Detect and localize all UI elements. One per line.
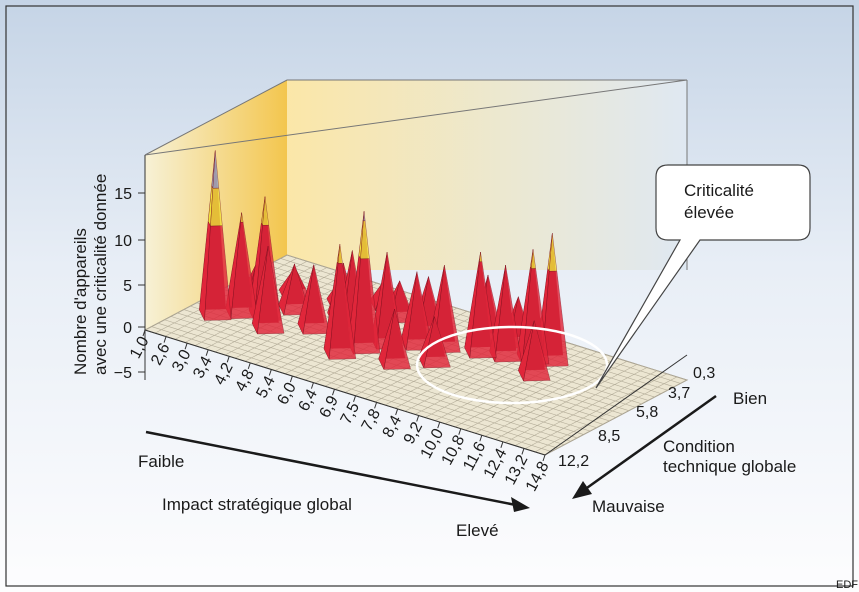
x-tick-mark (247, 362, 251, 370)
peak-band-right (494, 265, 522, 363)
callout-line1: Criticalité (684, 181, 754, 200)
floor-grid-line (151, 326, 552, 452)
z-tick-label: 0 (123, 320, 132, 337)
peak-band-right (302, 264, 330, 335)
x-tick-mark (500, 441, 504, 449)
credit-label: EDF (836, 579, 858, 591)
x-tick-mark (289, 375, 293, 383)
callout: Criticalité élevée (415, 164, 811, 405)
x-tick-mark (268, 369, 272, 376)
x-tick-mark (226, 356, 230, 363)
peak (400, 271, 434, 352)
peak-band-right (240, 212, 244, 223)
x-tick-mark (142, 329, 146, 337)
peak (251, 246, 285, 335)
y-tick-label: 8,5 (598, 428, 620, 445)
high-criticality-ellipse (415, 325, 609, 405)
x-tick-mark (184, 342, 188, 350)
peak-band-right (479, 252, 483, 262)
floor-grid-line (157, 322, 558, 449)
z-tick-label: 5 (123, 278, 132, 295)
x-tick-mark (437, 421, 441, 429)
peak-band-right (549, 233, 558, 272)
peak-band-right (262, 196, 269, 226)
peak-band-right (405, 271, 434, 351)
peaks-layer (199, 150, 569, 382)
x-tick-mark (416, 415, 420, 422)
y-axis-line (544, 354, 688, 456)
x-direction-arrow (145, 430, 517, 507)
y-good-label: Bien (733, 389, 767, 408)
x-arrowhead (511, 497, 530, 512)
x-tick-mark (310, 382, 314, 389)
wall-edges (144, 79, 688, 156)
peak-band-right (383, 309, 411, 370)
peak-band-right (531, 249, 536, 269)
peak-band-right (257, 246, 285, 335)
peak (278, 263, 311, 316)
y-tick-label: 0,3 (693, 365, 715, 382)
peak-band-right (433, 265, 461, 354)
peak (225, 212, 258, 320)
y-direction-arrow (583, 394, 717, 492)
peak (297, 264, 330, 335)
frame (5, 5, 854, 587)
x-tick-mark (331, 389, 335, 396)
z-tick-label: −5 (114, 365, 132, 382)
callout-line2: élevée (684, 203, 734, 222)
y-tick-label: 12,2 (558, 453, 589, 470)
floor-grid-line (170, 316, 571, 442)
back-wall (287, 80, 687, 270)
x-tick-mark (479, 435, 483, 442)
peak (518, 320, 551, 382)
z-axis-label-line2: avec une criticalité donnée (91, 174, 110, 375)
y-tick-label: 3,7 (668, 385, 690, 402)
x-tick-mark (395, 408, 399, 416)
x-axis-line (144, 329, 546, 456)
y-axis-label-line2: technique globale (663, 457, 796, 476)
x-axis-label: Impact stratégique global (162, 495, 352, 514)
callout-bubble (595, 164, 811, 389)
x-high-label: Elevé (456, 521, 499, 540)
y-tick-label: 5,8 (636, 404, 658, 421)
peak-band-right (337, 244, 343, 264)
y-arrowhead (572, 481, 592, 499)
y-axis: 0,3 3,7 5,8 8,5 12,2 Bien Condition tech… (544, 354, 796, 516)
x-low-label: Faible (138, 452, 184, 471)
z-axis: 15 10 5 0 −5 Nombre d'appareils avec une… (71, 155, 146, 382)
peak (323, 244, 357, 361)
y-bad-label: Mauvaise (592, 497, 665, 516)
floor-grid-line (261, 268, 662, 394)
peak-band-right (363, 211, 366, 222)
peak (464, 252, 497, 359)
z-axis-label-line1: Nombre d'appareils (71, 228, 90, 375)
peak (199, 150, 232, 322)
x-tick-mark (374, 402, 378, 409)
x-tick-mark (353, 395, 357, 402)
z-tick-label: 15 (114, 186, 132, 203)
z-tick-label: 10 (114, 233, 132, 250)
floor-grid-line (183, 309, 584, 435)
peak-band-right (212, 150, 220, 189)
x-tick-mark (521, 448, 525, 455)
x-tick-mark (163, 336, 167, 343)
x-tick-mark (458, 428, 462, 435)
x-tick-mark (205, 349, 209, 356)
floor-grid-line (164, 319, 565, 446)
x-tick-mark (542, 454, 546, 462)
y-axis-label-line1: Condition (663, 437, 735, 456)
peak (378, 309, 411, 371)
floor-grid-line (177, 312, 578, 439)
peak-band-right (523, 320, 551, 382)
